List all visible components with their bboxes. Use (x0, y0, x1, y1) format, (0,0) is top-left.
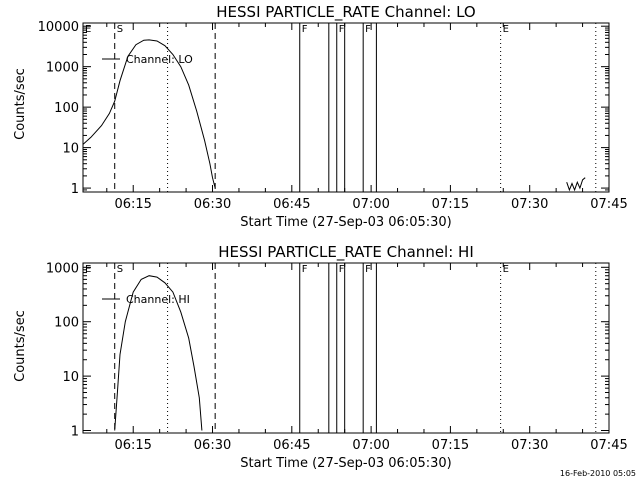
x-tick-label: 06:45 (273, 438, 310, 453)
x-tick-label: 07:15 (432, 438, 469, 453)
event-marker-label: E (503, 264, 509, 275)
event-marker-label: E (85, 264, 91, 275)
y-tick-label: 10000 (38, 20, 79, 35)
y-tick-label: 1 (71, 425, 79, 440)
y-tick-label: 1000 (46, 261, 79, 276)
x-tick-label: 06:30 (194, 197, 231, 212)
event-marker-label: F (365, 264, 371, 275)
event-marker-label: E (85, 24, 91, 35)
legend-label: Channel: LO (126, 53, 193, 66)
series-line (114, 275, 203, 431)
x-tick-label: 06:30 (194, 438, 231, 453)
legend-label: Channel: HI (126, 293, 190, 306)
y-axis-label: Counts/sec (13, 68, 28, 140)
chart-title: HESSI PARTICLE_RATE Channel: LO (216, 3, 475, 22)
series-group (83, 39, 586, 192)
x-tick-label: 07:45 (590, 438, 627, 453)
event-marker-label: F (302, 264, 308, 275)
event-marker-label: S (117, 24, 123, 35)
y-axis-label: Counts/sec (13, 310, 28, 382)
series-group (114, 275, 203, 431)
chart-panel-hi: HESSI PARTICLE_RATE Channel: HI E S F F F E 06… (13, 243, 628, 471)
event-marker-label: F (339, 264, 345, 275)
x-tick-label: 07:00 (352, 197, 389, 212)
series-line (83, 39, 216, 189)
x-tick-label: 06:45 (273, 197, 310, 212)
event-marker-label: F (365, 24, 371, 35)
y-tick-label: 1000 (46, 61, 79, 76)
x-tick-label: 06:15 (114, 197, 151, 212)
y-tick-label: 10 (62, 370, 79, 385)
x-tick-label: 06:15 (114, 438, 151, 453)
footer-timestamp: 16-Feb-2010 05:05 (560, 469, 636, 478)
x-tick-label: 07:00 (352, 438, 389, 453)
y-tick-label: 10 (62, 142, 79, 157)
event-marker-label: E (503, 24, 509, 35)
x-tick-label: 07:15 (432, 197, 469, 212)
event-marker-label: S (117, 264, 123, 275)
chart-panel-lo: HESSI PARTICLE_RATE Channel: LO E S F F F E 06… (13, 3, 628, 230)
x-axis-label: Start Time (27-Sep-03 06:05:30) (240, 215, 451, 230)
series-line (566, 177, 586, 192)
x-tick-label: 07:45 (590, 197, 627, 212)
y-tick-label: 100 (54, 316, 79, 331)
y-tick-label: 100 (54, 101, 79, 116)
x-tick-label: 07:30 (511, 438, 548, 453)
y-tick-label: 1 (71, 182, 79, 197)
event-marker-label: F (339, 24, 345, 35)
chart-title: HESSI PARTICLE_RATE Channel: HI (218, 243, 474, 262)
x-axis-label: Start Time (27-Sep-03 06:05:30) (240, 456, 451, 471)
x-tick-label: 07:30 (511, 197, 548, 212)
event-marker-label: F (302, 24, 308, 35)
plot-frame (82, 262, 610, 434)
